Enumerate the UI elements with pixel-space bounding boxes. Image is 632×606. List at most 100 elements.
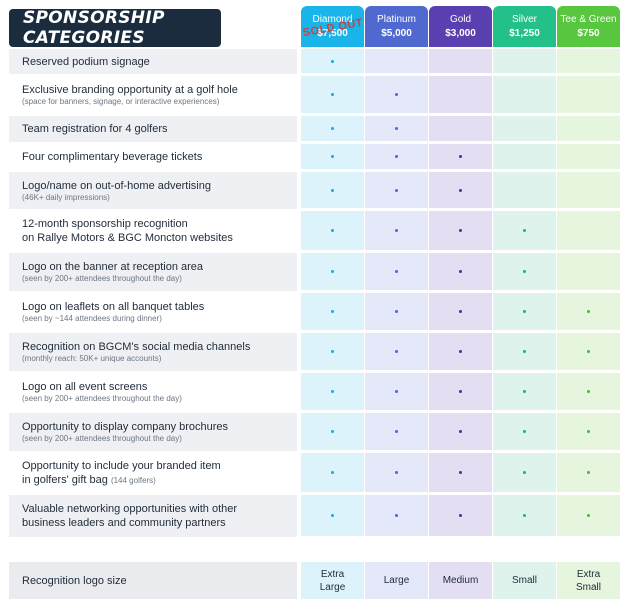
logo-size-value: Large: [384, 574, 410, 587]
included-dot: [523, 310, 526, 313]
included-dot: [395, 430, 398, 433]
row-background: [9, 116, 297, 142]
logo-size-cell-3: Small: [493, 562, 556, 599]
benefit-text: 12-month sponsorship recognition: [22, 218, 188, 230]
benefit-text: Team registration for 4 golfers: [22, 123, 168, 135]
tier-cell-4: [557, 253, 620, 291]
logo-size-value: Small: [512, 574, 537, 587]
tier-cell-1: [365, 116, 428, 142]
row-background: [9, 333, 297, 371]
tier-cell-2: [429, 144, 492, 170]
tier-name: Platinum: [377, 13, 416, 25]
tier-cell-1: [365, 211, 428, 251]
tier-cell-2: [429, 172, 492, 209]
benefit-text: Valuable networking opportunities with o…: [22, 503, 238, 515]
tier-cell-1: [365, 373, 428, 411]
benefit-label: Opportunity to include your branded item…: [9, 453, 297, 493]
benefit-label: Opportunity to display company brochures…: [9, 413, 297, 451]
benefit-subtext: (seen by 200+ attendees throughout the d…: [22, 394, 182, 403]
included-dot: [395, 514, 398, 517]
included-dot: [459, 229, 462, 232]
logo-size-line: Large: [319, 581, 346, 593]
tier-cell-3: [493, 495, 556, 537]
benefit-subtext: (monthly reach: 50K+ unique accounts): [22, 354, 162, 363]
tier-cell-1: [365, 453, 428, 493]
tier-name: Tee & Green: [560, 13, 617, 25]
logo-size-label: Recognition logo size: [9, 562, 297, 599]
benefit-row: Team registration for 4 golfers: [9, 116, 621, 142]
benefit-row: Four complimentary beverage tickets: [9, 144, 621, 170]
benefit-row: Logo/name on out-of-home advertising (46K…: [9, 172, 621, 209]
benefit-text: Four complimentary beverage tickets: [22, 151, 203, 163]
included-dot: [523, 270, 526, 273]
tier-cell-2: [429, 116, 492, 142]
logo-size-line: Extra: [576, 568, 601, 580]
benefit-subtext: (seen by 200+ attendees throughout the d…: [22, 434, 182, 443]
tier-cell-3: [493, 116, 556, 142]
included-dot: [523, 514, 526, 517]
logo-size-line: Medium: [442, 575, 479, 586]
tier-cell-4: [557, 293, 620, 331]
included-dot: [459, 155, 462, 158]
tier-cell-0: [301, 172, 364, 209]
tier-cell-3: [493, 453, 556, 493]
benefit-text-line2-main: business leaders and community partners: [22, 517, 226, 529]
tier-name: Silver: [511, 13, 537, 25]
included-dot: [587, 430, 590, 433]
tier-cell-2: [429, 453, 492, 493]
tier-cell-0: [301, 253, 364, 291]
benefit-subtext: (46K+ daily impressions): [22, 192, 110, 202]
tier-cell-3: [493, 413, 556, 451]
tier-cell-3: [493, 172, 556, 209]
benefit-label: Logo on all event screens (seen by 200+ a…: [9, 373, 297, 411]
benefit-inline-subtext: (144 golfers): [110, 475, 156, 485]
benefit-label: Reserved podium signage: [9, 49, 297, 74]
logo-size-line: Large: [383, 575, 410, 586]
benefit-text: Opportunity to include your branded item: [22, 459, 221, 472]
included-dot: [331, 514, 334, 517]
tier-price: $750: [577, 27, 600, 39]
tier-header-diamond: Diamond $7,500: [301, 6, 364, 47]
tier-cell-3: [493, 293, 556, 331]
tier-cell-4: [557, 495, 620, 537]
benefit-label: Logo/name on out-of-home advertising (46K…: [9, 172, 297, 209]
tier-cell-2: [429, 293, 492, 331]
tier-name: Gold: [449, 13, 472, 25]
row-background: [9, 413, 297, 451]
tier-header-tee-green: Tee & Green $750: [557, 6, 620, 47]
tier-cell-4: [557, 453, 620, 493]
included-dot: [587, 514, 590, 517]
benefit-text-line2: business leaders and community partners: [22, 516, 297, 530]
tier-cell-2: [429, 49, 492, 74]
tier-cell-0: [301, 293, 364, 331]
included-dot: [459, 310, 462, 313]
included-dot: [395, 390, 398, 393]
included-dot: [395, 229, 398, 232]
included-dot: [331, 93, 334, 96]
included-dot: [331, 350, 334, 353]
benefit-row: Reserved podium signage: [9, 49, 621, 74]
benefit-text: Logo on leaflets on all banquet tables: [22, 301, 205, 313]
tier-cell-0: [301, 495, 364, 537]
tier-header-gold: Gold $3,000: [429, 6, 492, 47]
tier-cell-4: [557, 144, 620, 170]
logo-size-line: Small: [575, 581, 601, 593]
tier-cell-0: [301, 76, 364, 114]
benefit-label: Logo on leaflets on all banquet tables (s…: [9, 293, 297, 331]
tier-cell-4: [557, 373, 620, 411]
tier-cell-0: [301, 453, 364, 493]
tier-cell-4: [557, 211, 620, 251]
benefit-text-line2-main: in golfers' gift bag: [22, 473, 108, 486]
benefit-label: Exclusive branding opportunity at a golf…: [9, 76, 297, 114]
included-dot: [331, 310, 334, 313]
benefit-text-line2: in golfers' gift bag (144 golfers): [22, 473, 297, 488]
row-background: [9, 373, 297, 411]
tier-price: $5,000: [381, 27, 412, 39]
benefit-text: Exclusive branding opportunity at a golf…: [22, 84, 238, 96]
included-dot: [395, 471, 398, 474]
tier-cell-1: [365, 144, 428, 170]
tier-cell-3: [493, 373, 556, 411]
benefit-text: Logo on all event screens: [22, 381, 148, 393]
tier-price: $3,000: [445, 27, 476, 39]
tier-cell-1: [365, 253, 428, 291]
